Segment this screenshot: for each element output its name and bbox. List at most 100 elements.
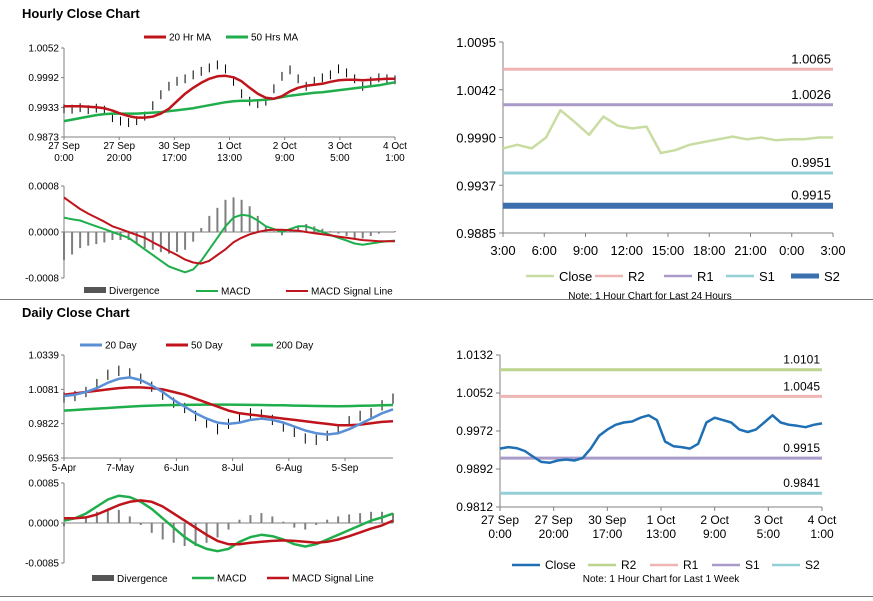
hourly-macd-legend-label: MACD <box>221 287 250 298</box>
daily-levels-xtick-label: 9:00 <box>703 527 727 541</box>
hourly-price-xtick-label: 17:00 <box>162 153 187 164</box>
daily-levels-xtick-label: 2 Oct <box>700 513 729 527</box>
daily-levels-xtick-label: 13:00 <box>646 527 676 541</box>
hourly-macd-ytick-label: -0.0008 <box>25 274 59 285</box>
hourly-price-xtick-label: 30 Sep <box>158 141 190 152</box>
daily-price-xtick-label: 6-Aug <box>275 463 302 474</box>
daily-price-xtick-label: 7-May <box>106 463 134 474</box>
hourly-ma20-legend-label: 20 Hr MA <box>169 33 212 44</box>
daily-levels-ytick-label: 1.0052 <box>456 386 493 400</box>
daily-price-ytick-label: 0.9822 <box>28 419 59 430</box>
hourly-price-xtick-label: 0:00 <box>54 153 74 164</box>
hourly-divergence-legend-swatch <box>84 287 106 293</box>
hourly-price-xtick-label: 1 Oct <box>218 141 242 152</box>
daily-levels-ytick-label: 0.9892 <box>456 462 493 476</box>
daily-levels-xtick-label: 3 Oct <box>754 513 783 527</box>
bottom-divider <box>0 596 873 597</box>
daily-levels-xtick-label: 5:00 <box>757 527 781 541</box>
hourly-divergence-legend-label: Divergence <box>109 286 160 297</box>
hourly-price-ytick-label: 0.9873 <box>28 133 59 144</box>
daily-levels-note: Note: 1 Hour Chart for Last 1 Week <box>583 574 741 585</box>
daily-divergence-legend-label: Divergence <box>117 574 168 585</box>
hourly-price-xtick-label: 4 Oct <box>383 141 407 152</box>
daily-levels-xtick-label: 27 Sep <box>481 513 519 527</box>
hourly-price-xtick-label: 27 Sep <box>103 141 135 152</box>
daily-level-r2-label: 1.0101 <box>783 353 820 367</box>
hourly-ma50-line <box>63 81 396 123</box>
hourly-price-xtick-label: 2 Oct <box>273 141 297 152</box>
hourly-levels-ytick-label: 1.0095 <box>456 35 496 50</box>
hourly-levels-xtick-label: 6:00 <box>532 243 557 258</box>
hourly-levels-ytick-label: 1.0042 <box>456 83 496 98</box>
daily-ma50-legend-label: 50 Day <box>191 341 223 352</box>
hourly-levels-s1-legend-label: S1 <box>759 269 775 284</box>
hourly-price-xtick-label: 1:00 <box>385 153 405 164</box>
daily-price-ytick-label: 0.9563 <box>28 454 59 465</box>
daily-levels-xtick-label: 17:00 <box>592 527 622 541</box>
daily-ma50-line <box>63 386 394 427</box>
hourly-levels-r1-legend-label: R1 <box>697 269 714 284</box>
daily-levels-xtick-label: 1:00 <box>810 527 834 541</box>
hourly-levels-s2-legend-label: S2 <box>824 269 840 284</box>
daily-price-ytick-label: 1.0081 <box>28 385 59 396</box>
hourly-signal-legend-label: MACD Signal Line <box>311 287 393 298</box>
daily-levels-xtick-label: 1 Oct <box>647 513 676 527</box>
hourly-levels-xtick-label: 21:00 <box>734 243 767 258</box>
daily-level-r1-label: 1.0045 <box>783 379 820 393</box>
daily-price-xtick-label: 5-Sep <box>332 463 359 474</box>
hourly-levels-close-line <box>502 108 833 155</box>
hourly-price-xtick-label: 13:00 <box>217 153 242 164</box>
hourly-price-xtick-label: 27 Sep <box>48 141 80 152</box>
daily-levels-ytick-label: 1.0132 <box>456 348 493 362</box>
daily-price-xtick-label: 6-Jun <box>164 463 189 474</box>
hourly-level-s2-label: 0.9915 <box>791 188 831 203</box>
daily-levels-ytick-label: 0.9812 <box>456 500 493 514</box>
daily-signal-legend-label: MACD Signal Line <box>292 574 374 585</box>
daily-price-ytick-label: 1.0339 <box>28 351 59 362</box>
daily-levels-r2-legend-label: R2 <box>621 558 637 572</box>
daily-levels-close-legend-label: Close <box>545 558 576 572</box>
daily-divergence-legend-swatch <box>92 575 114 581</box>
hourly-ma20-line <box>64 74 395 119</box>
daily-macd-ytick-label: 0.0085 <box>28 479 59 490</box>
daily-section-title: Daily Close Chart <box>22 305 130 320</box>
hourly-levels-xtick-label: 18:00 <box>693 243 726 258</box>
daily-levels-ytick-label: 0.9972 <box>456 424 493 438</box>
daily-levels-s2-legend-label: S2 <box>805 558 820 572</box>
daily-ma200-legend-label: 200 Day <box>276 341 313 352</box>
hourly-levels-close-legend-label: Close <box>559 269 592 284</box>
hourly-macd-ytick-label: 0.0000 <box>28 228 59 239</box>
hourly-levels-xtick-label: 0:00 <box>779 243 804 258</box>
hourly-price-ytick-label: 0.9992 <box>28 73 59 84</box>
daily-levels-r1-legend-label: R1 <box>683 558 699 572</box>
daily-macd-ytick-label: -0.0085 <box>25 559 59 570</box>
daily-level-s1-label: 0.9915 <box>783 441 820 455</box>
daily-ma20-legend-label: 20 Day <box>105 341 137 352</box>
hourly-price-xtick-label: 5:00 <box>330 153 350 164</box>
hourly-level-s1-label: 0.9951 <box>791 155 831 170</box>
hourly-levels-ytick-label: 0.9885 <box>456 226 496 241</box>
daily-macd-signal-line <box>64 499 394 546</box>
daily-levels-s1-legend-label: S1 <box>745 558 760 572</box>
hourly-price-xtick-label: 9:00 <box>275 153 295 164</box>
daily-macd-ytick-label: 0.0000 <box>28 519 59 530</box>
daily-levels-xtick-label: 4 Oct <box>808 513 837 527</box>
daily-levels-xtick-label: 20:00 <box>539 527 569 541</box>
hourly-price-ytick-label: 1.0052 <box>28 44 59 55</box>
hourly-level-r2-label: 1.0065 <box>791 51 831 66</box>
daily-levels-xtick-label: 27 Sep <box>535 513 573 527</box>
hourly-levels-xtick-label: 3:00 <box>820 243 845 258</box>
section-divider <box>0 299 873 300</box>
daily-ma200-line <box>63 403 394 412</box>
daily-levels-xtick-label: 30 Sep <box>588 513 626 527</box>
hourly-levels-xtick-label: 12:00 <box>610 243 643 258</box>
daily-price-xtick-label: 5-Apr <box>52 463 77 474</box>
hourly-section-title: Hourly Close Chart <box>22 6 140 21</box>
daily-levels-xtick-label: 0:00 <box>488 527 512 541</box>
hourly-macd-signal-line <box>63 196 395 265</box>
hourly-price-ytick-label: 0.9933 <box>28 103 59 114</box>
hourly-ma50-legend-label: 50 Hrs MA <box>251 33 299 44</box>
hourly-levels-ytick-label: 0.9990 <box>456 131 496 146</box>
hourly-levels-r2-legend-label: R2 <box>628 269 645 284</box>
